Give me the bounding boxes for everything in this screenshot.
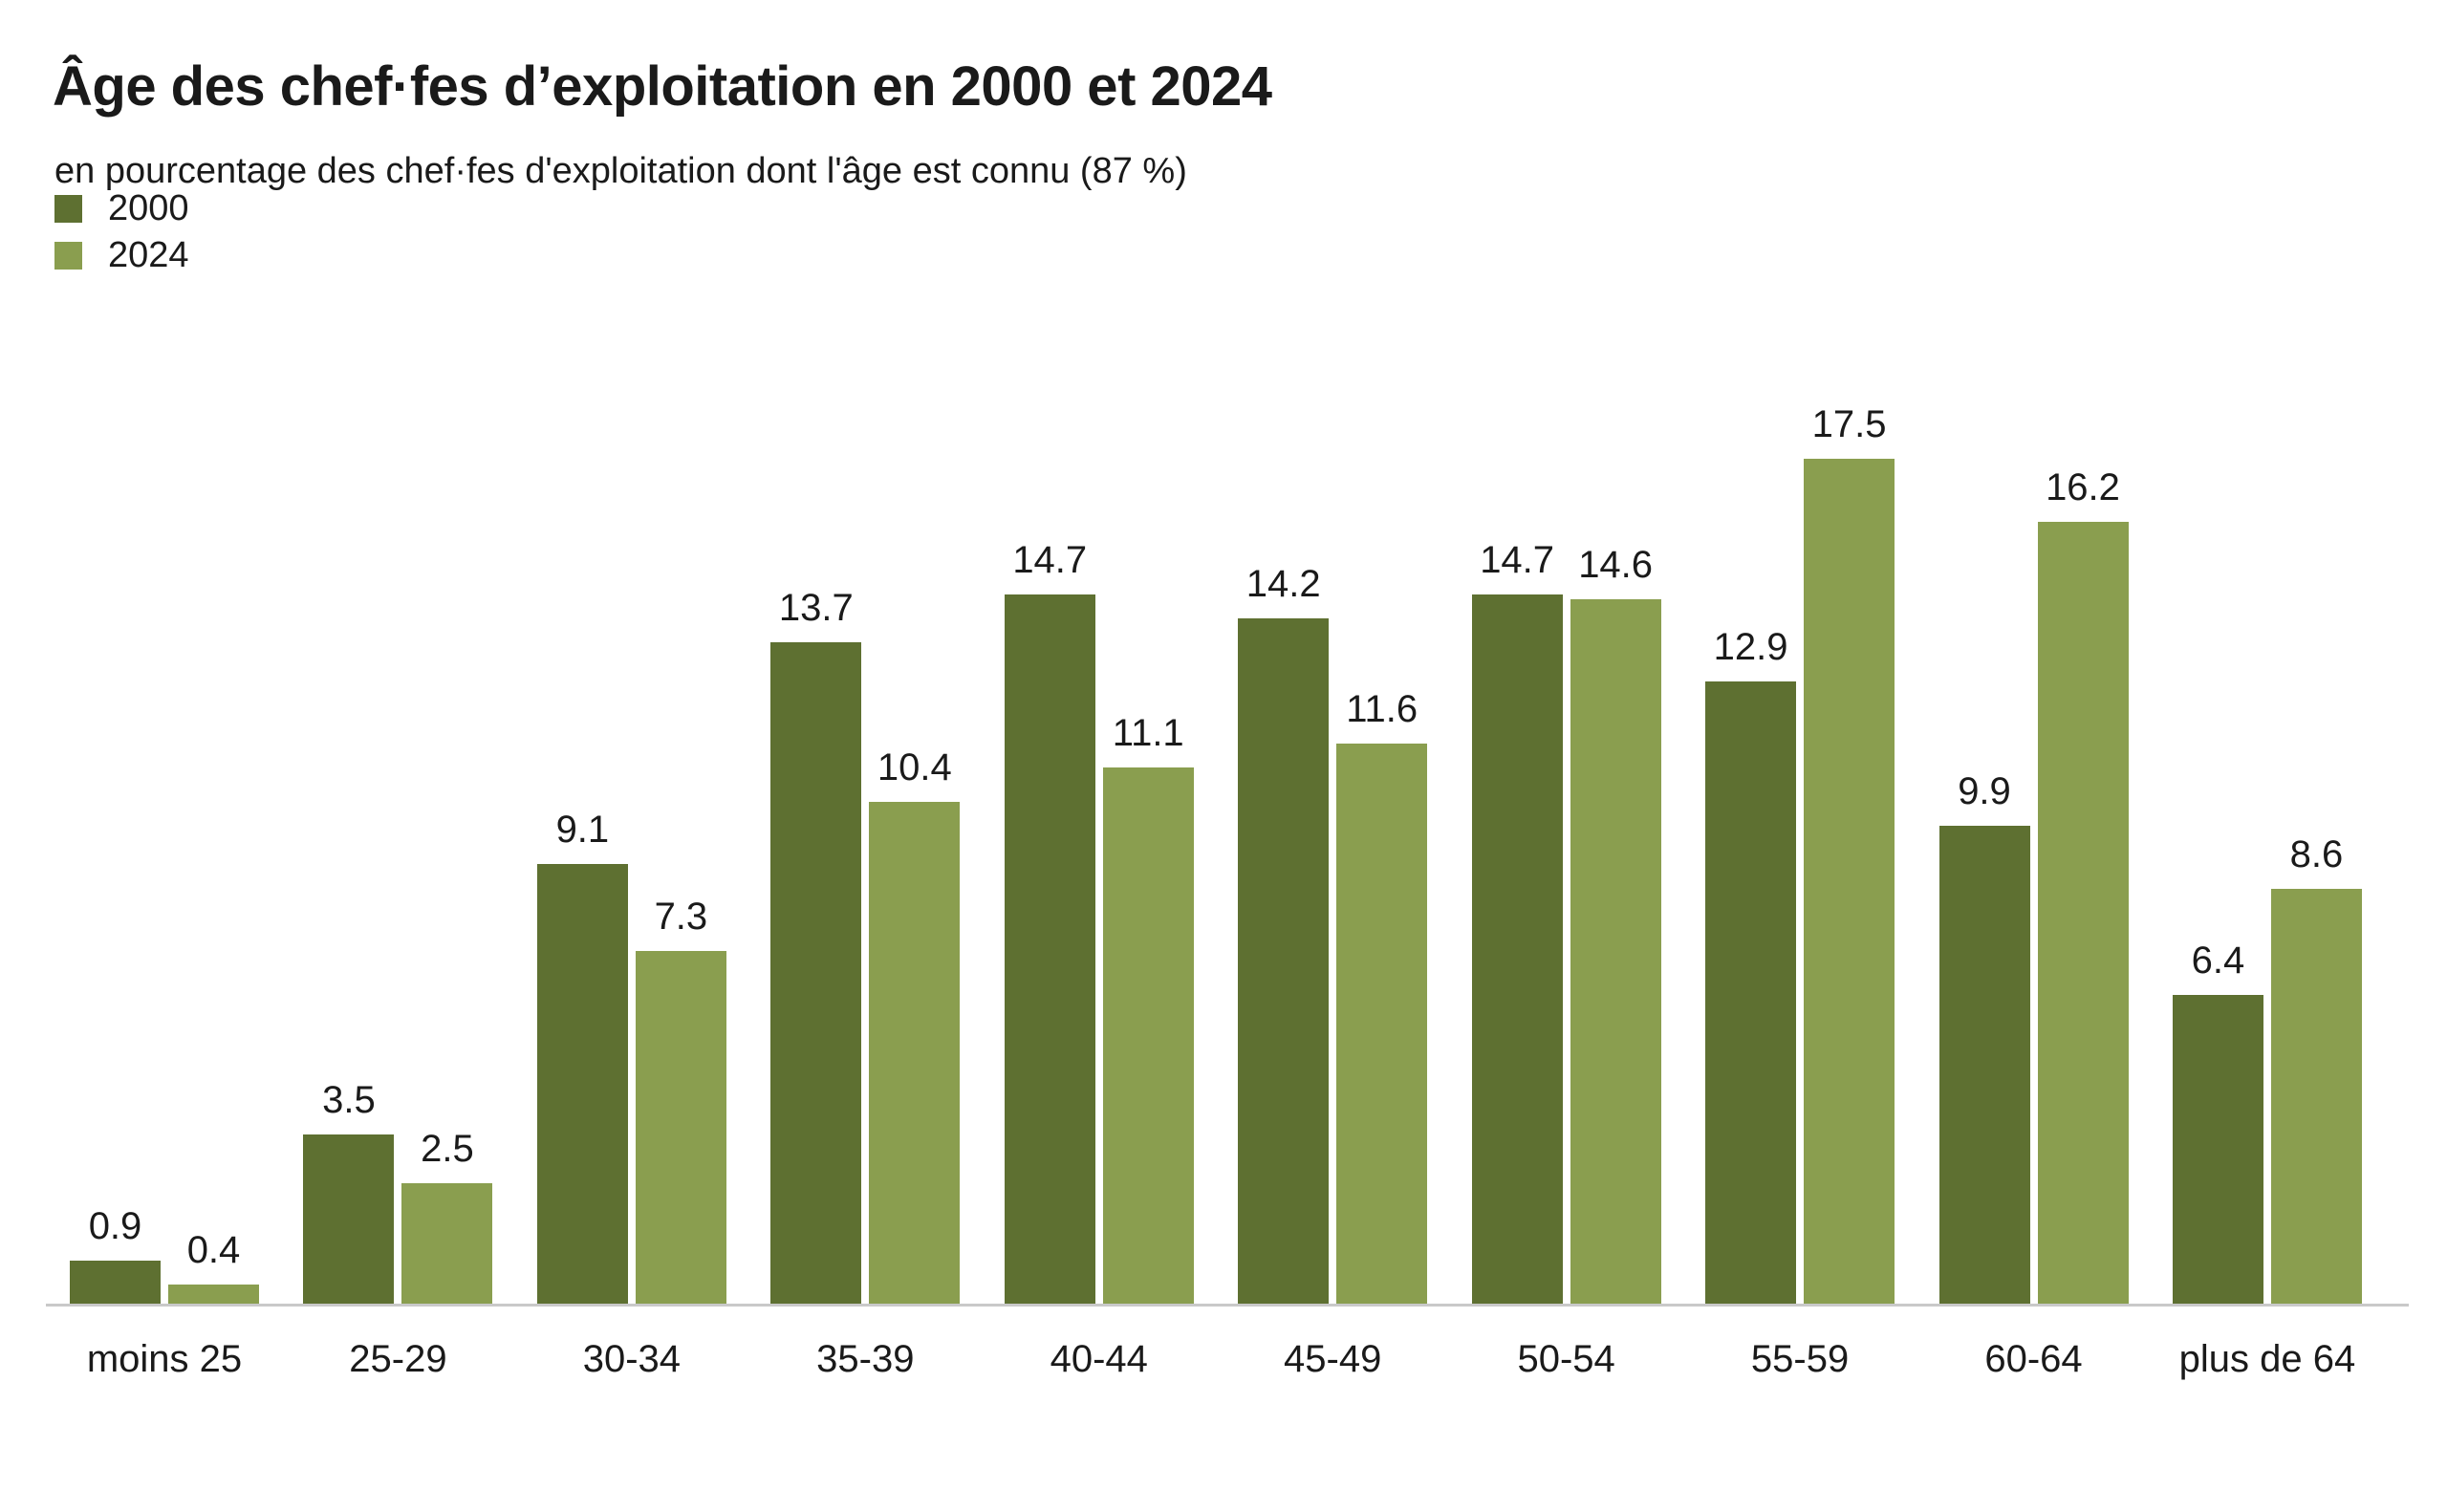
bar-wrap: 16.2	[2037, 465, 2129, 1304]
bar-value-label: 0.9	[88, 1204, 142, 1247]
bar-wrap: 0.9	[70, 1205, 161, 1304]
bar-wrap: 11.1	[1102, 712, 1194, 1304]
bar-value-label: 16.2	[2046, 465, 2120, 508]
x-axis-labels: moins 25 25-29 30-34 35-39 40-44 45-49 50-54 55…	[70, 1338, 2362, 1381]
x-axis-label-moins 25: moins 25	[86, 1338, 243, 1380]
x-axis-label-25-29: 25-29	[349, 1338, 447, 1380]
bar-group-40-44: 14.7 11.1	[1004, 538, 1194, 1304]
bar-value-label: 6.4	[2191, 939, 2245, 982]
bar-2024-35-39	[869, 801, 961, 1304]
bar-2000-60-64	[1938, 826, 2030, 1304]
bar-value-label: 12.9	[1713, 625, 1788, 668]
bar-wrap: 7.3	[635, 896, 726, 1304]
x-axis-label-30-34: 30-34	[582, 1338, 682, 1380]
bar-2024-moins 25	[168, 1284, 259, 1304]
bar-2024-30-34	[635, 951, 726, 1304]
bar-2000-35-39	[770, 642, 862, 1304]
bar-group-50-54: 14.7 14.6	[1471, 538, 1661, 1304]
bar-value-label: 14.7	[1012, 538, 1088, 581]
bar-2000-45-49	[1238, 617, 1330, 1304]
bar-group-45-49: 14.2 11.6	[1238, 562, 1428, 1304]
bar-value-label: 0.4	[186, 1228, 241, 1271]
bar-value-label: 17.5	[1811, 403, 1887, 446]
x-axis-label-50-54: 50-54	[1517, 1338, 1615, 1380]
bar-wrap: 12.9	[1705, 625, 1797, 1304]
legend-swatch-icon	[54, 194, 82, 223]
bar-value-label: 3.5	[322, 1079, 376, 1122]
x-axis-line	[46, 1304, 2409, 1307]
bar-value-label: 10.4	[877, 745, 952, 788]
bar-wrap: 6.4	[2172, 939, 2263, 1304]
bar-value-label: 9.1	[555, 809, 610, 852]
bar-2024-45-49	[1336, 744, 1428, 1304]
bar-wrap: 14.2	[1238, 562, 1330, 1304]
x-axis-label-45-49: 45-49	[1284, 1338, 1382, 1380]
bar-group-moins 25: 0.9 0.4	[70, 1205, 259, 1304]
legend-label: 2000	[108, 188, 189, 228]
bar-wrap: 17.5	[1804, 403, 1895, 1304]
x-axis-label-55-59: 55-59	[1750, 1338, 1850, 1380]
x-axis-label-plus de 64: plus de 64	[2178, 1338, 2356, 1380]
bar-2000-plus de 64	[2172, 994, 2263, 1304]
legend-item-2024: 2024	[54, 235, 189, 275]
bar-group-35-39: 13.7 10.4	[770, 587, 961, 1304]
plot-area: 0.9 0.4 3.5 2.5 9.1 7.3 13.7 10.4 14.7 11.1 14.2 11…	[70, 392, 2362, 1304]
bar-wrap: 14.6	[1570, 544, 1661, 1304]
bar-value-label: 8.6	[2289, 832, 2344, 875]
bar-group-55-59: 12.9 17.5	[1705, 403, 1895, 1304]
bar-wrap: 9.9	[1938, 770, 2030, 1304]
legend-label: 2024	[108, 235, 189, 275]
bar-2000-30-34	[536, 864, 628, 1304]
legend-swatch-icon	[54, 241, 82, 270]
bar-group-60-64: 9.9 16.2	[1938, 465, 2129, 1304]
bar-value-label: 13.7	[778, 587, 854, 630]
bar-wrap: 0.4	[168, 1229, 259, 1304]
chart-title: Âge des chef·fes d’exploitation en 2000 …	[53, 54, 1272, 118]
x-axis-label-60-64: 60-64	[1984, 1338, 2083, 1380]
bar-2000-50-54	[1471, 594, 1563, 1304]
chart-subtitle: en pourcentage des chef·fes d'exploitati…	[54, 151, 1187, 191]
legend: 2000 2024	[54, 188, 189, 275]
bar-2024-50-54	[1570, 598, 1661, 1304]
bar-group-25-29: 3.5 2.5	[303, 1079, 493, 1304]
bar-2024-55-59	[1804, 459, 1895, 1304]
bar-wrap: 2.5	[401, 1127, 493, 1304]
bar-wrap: 8.6	[2270, 832, 2362, 1304]
bar-value-label: 14.7	[1480, 538, 1555, 581]
bar-wrap: 14.7	[1471, 538, 1563, 1304]
bar-wrap: 9.1	[536, 809, 628, 1304]
bar-value-label: 14.6	[1578, 543, 1654, 586]
bar-2024-25-29	[401, 1182, 493, 1304]
x-axis-label-35-39: 35-39	[816, 1338, 915, 1380]
bar-2024-40-44	[1102, 767, 1194, 1304]
bar-group-30-34: 9.1 7.3	[536, 809, 726, 1304]
bar-2024-60-64	[2037, 521, 2129, 1304]
bar-value-label: 2.5	[421, 1127, 474, 1170]
bar-value-label: 14.2	[1245, 562, 1321, 605]
legend-item-2000: 2000	[54, 188, 189, 228]
bar-2000-moins 25	[70, 1260, 161, 1304]
bar-value-label: 11.1	[1112, 712, 1184, 755]
bar-wrap: 13.7	[770, 587, 862, 1304]
bar-wrap: 14.7	[1004, 538, 1095, 1304]
bar-value-label: 11.6	[1346, 688, 1418, 731]
bar-2000-40-44	[1004, 594, 1095, 1304]
bar-wrap: 10.4	[869, 745, 961, 1304]
bar-2000-55-59	[1705, 680, 1797, 1304]
bar-2000-25-29	[303, 1134, 395, 1304]
x-axis-label-40-44: 40-44	[1050, 1338, 1148, 1380]
bar-value-label: 7.3	[654, 896, 708, 939]
bar-wrap: 3.5	[303, 1079, 395, 1304]
bar-group-plus de 64: 6.4 8.6	[2172, 832, 2362, 1304]
bar-value-label: 9.9	[1958, 770, 2011, 813]
bar-2024-plus de 64	[2270, 888, 2362, 1304]
bar-wrap: 11.6	[1336, 688, 1428, 1304]
